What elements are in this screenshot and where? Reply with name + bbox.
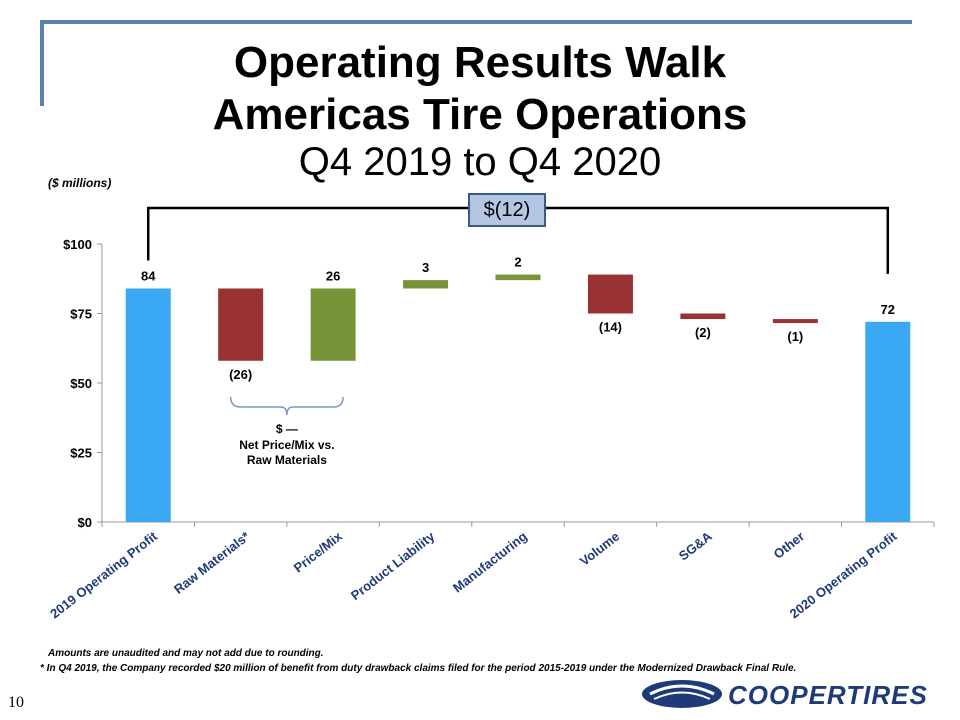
y-tick-label: $100 [63, 237, 92, 252]
data-label: 72 [881, 302, 895, 317]
y-tick-label: $25 [70, 446, 92, 461]
bars [125, 274, 911, 522]
page-title-line2: Americas Tire Operations [212, 90, 748, 139]
data-labels: 84 (26) 26 3 2 (14) (2) (1) 72 [141, 255, 895, 382]
data-label: 84 [141, 268, 156, 283]
total-change-badge: $(12) [468, 193, 546, 227]
x-tick-label: Product Liability [348, 528, 438, 603]
x-tick-label: Volume [577, 529, 622, 569]
waterfall-chart: $0 $25 $50 $75 $100 84 (26) 26 3 2 (14) (2) (1) 72 2… [47, 206, 935, 621]
bar-6 [680, 313, 726, 320]
data-label: (26) [229, 367, 252, 382]
bar-7 [772, 319, 818, 324]
bar-4 [495, 274, 541, 281]
bar-3 [403, 280, 449, 289]
x-tick-label: SG&A [676, 528, 715, 563]
data-label: (2) [695, 325, 711, 340]
x-tick-label: Price/Mix [291, 528, 346, 575]
annotation-line2: Net Price/Mix vs. [239, 438, 334, 452]
data-label: (14) [599, 320, 622, 335]
x-tick-label: Manufacturing [450, 529, 530, 596]
x-tick-label: Other [771, 529, 808, 562]
bar-1 [218, 288, 264, 361]
x-tick-label: 2019 Operating Profit [47, 528, 160, 621]
bar-0 [125, 288, 171, 522]
page-number: 10 [8, 694, 24, 711]
top-rule [40, 20, 912, 24]
y-tick-label: $50 [70, 376, 92, 391]
y-tick-label: $75 [70, 307, 92, 322]
logo-text: COOPERTIRES [728, 680, 928, 710]
bar-8 [865, 321, 911, 522]
page-subtitle: Q4 2019 to Q4 2020 [298, 140, 662, 184]
x-tick-label: Raw Materials* [171, 528, 253, 597]
data-label: 2 [514, 255, 521, 270]
y-axis: $0 $25 $50 $75 $100 [63, 237, 935, 530]
annotation-brace [229, 396, 344, 416]
x-axis-labels: 2019 Operating Profit Raw Materials* Price… [47, 528, 900, 621]
footnote-rounding: Amounts are unaudited and may not add du… [48, 648, 324, 659]
y-tick-label: $0 [78, 515, 92, 530]
units-label: ($ millions) [48, 176, 112, 190]
annotation-line3: Raw Materials [247, 453, 327, 467]
bar-5 [587, 274, 633, 314]
data-label: (1) [787, 329, 803, 344]
bar-2 [310, 288, 356, 361]
page-title: Operating Results Walk [233, 38, 727, 87]
left-rule [40, 20, 44, 106]
cooper-logo-icon [642, 680, 722, 708]
footnote-drawback: * In Q4 2019, the Company recorded $20 m… [40, 663, 797, 674]
data-label: 26 [326, 268, 340, 283]
annotation: $ — Net Price/Mix vs.Raw Materials [229, 396, 344, 467]
data-label: 3 [422, 260, 429, 275]
annotation-line1: $ — [276, 422, 298, 436]
